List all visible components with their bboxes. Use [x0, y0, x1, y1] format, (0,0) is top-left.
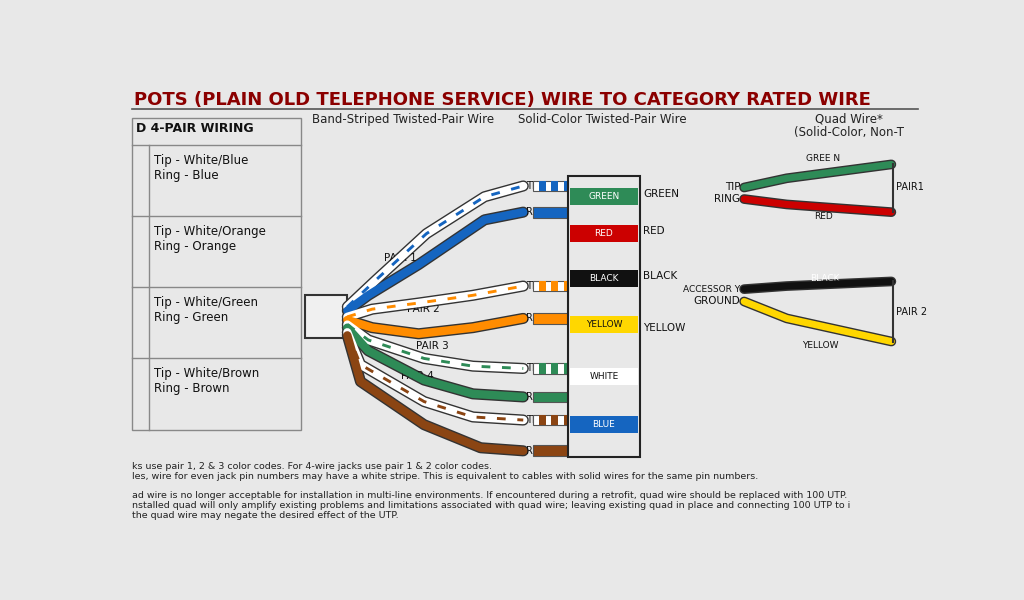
Text: les, wire for even jack pin numbers may have a white stripe. This is equivalent : les, wire for even jack pin numbers may … [132, 472, 758, 481]
Bar [539, 281, 546, 292]
Bar [132, 118, 301, 430]
Text: ad wire is no longer acceptable for installation in multi-line environments. If : ad wire is no longer acceptable for inst… [132, 491, 847, 500]
Bar [532, 207, 593, 218]
Text: ACCESSOR Y: ACCESSOR Y [683, 284, 740, 293]
Text: Tip - White/Orange
Ring - Orange: Tip - White/Orange Ring - Orange [154, 225, 265, 253]
Bar [572, 181, 580, 191]
Bar [572, 415, 580, 425]
Text: Quad Wire*: Quad Wire* [815, 113, 883, 126]
Bar [569, 225, 638, 242]
Bar [563, 363, 570, 374]
Text: YELLOW: YELLOW [643, 323, 686, 332]
Text: BLACK: BLACK [589, 274, 618, 283]
Text: nstalled quad will only amplify existing problems and limitations associated wit: nstalled quad will only amplify existing… [132, 501, 850, 510]
Text: TIP: TIP [525, 415, 541, 425]
Text: PAIR1: PAIR1 [896, 182, 924, 193]
Text: PAIR 4: PAIR 4 [400, 371, 433, 381]
Bar [572, 363, 580, 374]
Text: RING: RING [525, 313, 550, 323]
Bar [568, 176, 640, 457]
Text: PAIR 2: PAIR 2 [896, 307, 927, 317]
Text: RING: RING [525, 392, 550, 402]
Text: TIP: TIP [525, 364, 541, 373]
Bar [539, 415, 546, 425]
Bar [532, 363, 593, 374]
Bar [551, 281, 558, 292]
Text: PAIR 2: PAIR 2 [407, 304, 439, 314]
Text: RED: RED [814, 212, 833, 221]
Text: TIP: TIP [525, 281, 541, 291]
Text: GREEN: GREEN [588, 192, 620, 201]
Bar [532, 445, 593, 456]
Text: BLACK: BLACK [643, 271, 678, 281]
Text: PAIR 1: PAIR 1 [384, 253, 417, 263]
Bar [569, 416, 638, 433]
Bar [563, 415, 570, 425]
Text: RED: RED [643, 226, 665, 236]
Text: Tip - White/Brown
Ring - Brown: Tip - White/Brown Ring - Brown [154, 367, 259, 395]
Text: D 4-PAIR WIRING: D 4-PAIR WIRING [136, 122, 253, 135]
Bar [569, 368, 638, 385]
Text: (Solid-Color, Non-T: (Solid-Color, Non-T [794, 126, 904, 139]
Bar [305, 295, 347, 338]
Text: BLUE: BLUE [593, 420, 615, 429]
Text: BLACK: BLACK [810, 274, 840, 283]
Bar [551, 415, 558, 425]
Bar [532, 281, 593, 292]
Bar [569, 188, 638, 205]
Text: RING: RING [525, 446, 550, 456]
Bar [569, 316, 638, 333]
Bar [551, 363, 558, 374]
Text: RED: RED [595, 229, 613, 238]
Text: TIP: TIP [725, 182, 740, 193]
Bar [572, 281, 580, 292]
Text: TIP: TIP [525, 181, 541, 191]
Bar [532, 181, 593, 191]
Bar [569, 270, 638, 287]
Bar [532, 415, 593, 425]
Text: GROUND: GROUND [693, 296, 740, 307]
Text: RING: RING [715, 194, 740, 204]
Bar [563, 181, 570, 191]
Text: Band-Striped Twisted-Pair Wire: Band-Striped Twisted-Pair Wire [312, 113, 495, 126]
Text: GREE N: GREE N [806, 154, 841, 163]
Text: POTS (PLAIN OLD TELEPHONE SERVICE) WIRE TO CATEGORY RATED WIRE: POTS (PLAIN OLD TELEPHONE SERVICE) WIRE … [134, 91, 871, 109]
Text: Tip - White/Green
Ring - Green: Tip - White/Green Ring - Green [154, 296, 258, 324]
Text: PAIR 3: PAIR 3 [417, 341, 450, 351]
Bar [539, 363, 546, 374]
Bar [532, 313, 593, 324]
Text: the quad wire may negate the desired effect of the UTP.: the quad wire may negate the desired eff… [132, 511, 398, 520]
Bar [563, 281, 570, 292]
Text: WHITE: WHITE [589, 371, 618, 380]
Text: RING: RING [525, 207, 550, 217]
Text: Tip - White/Blue
Ring - Blue: Tip - White/Blue Ring - Blue [154, 154, 248, 182]
Text: YELLOW: YELLOW [802, 341, 839, 350]
Text: Solid-Color Twisted-Pair Wire: Solid-Color Twisted-Pair Wire [518, 113, 687, 126]
Bar [532, 392, 593, 403]
Bar [551, 181, 558, 191]
Text: ks use pair 1, 2 & 3 color codes. For 4-wire jacks use pair 1 & 2 color codes.: ks use pair 1, 2 & 3 color codes. For 4-… [132, 463, 492, 472]
Text: GREEN: GREEN [643, 188, 679, 199]
Bar [539, 181, 546, 191]
Text: YELLOW: YELLOW [586, 320, 623, 329]
